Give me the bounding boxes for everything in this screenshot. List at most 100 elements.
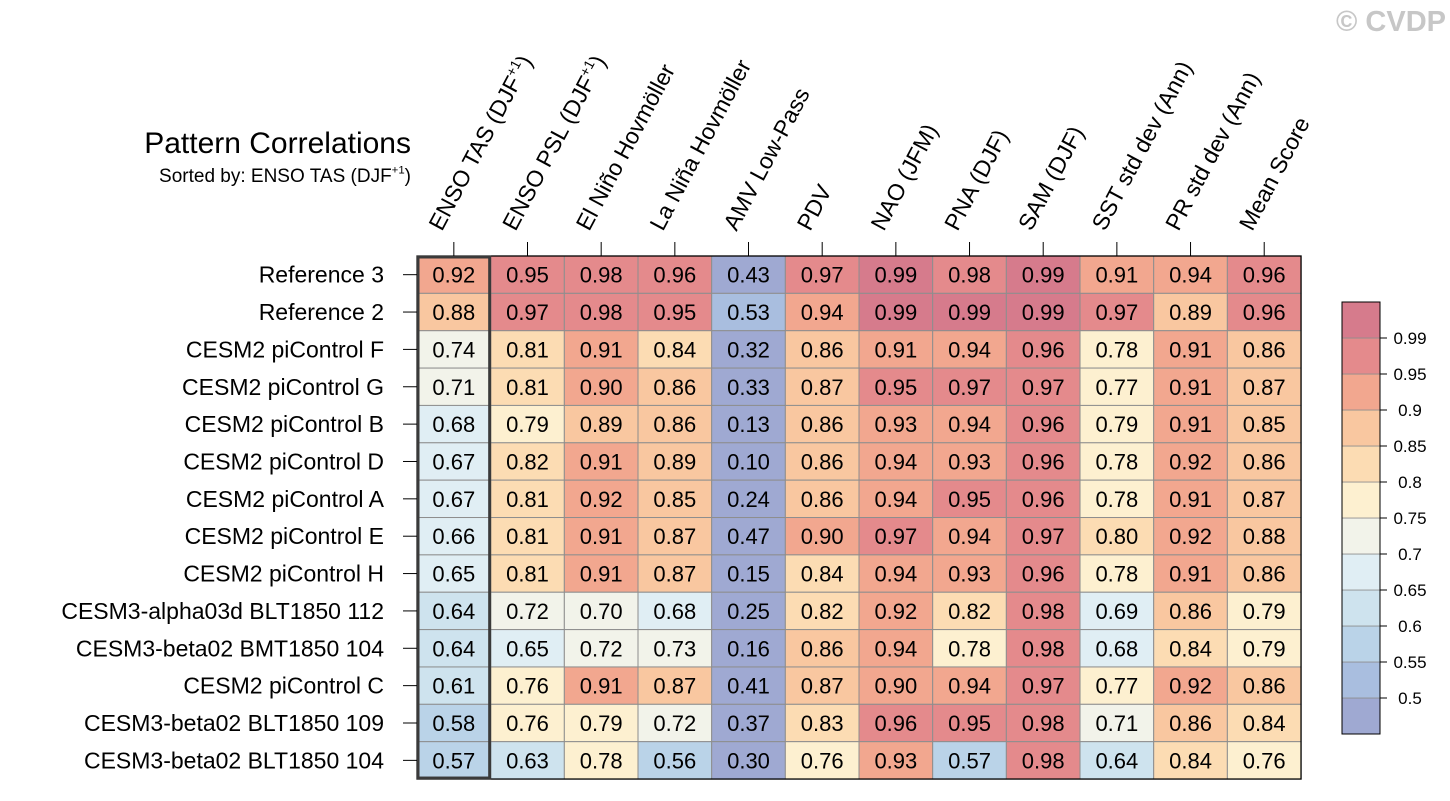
cell-value: 0.95 [948, 711, 991, 736]
cell-value: 0.71 [432, 375, 475, 400]
cell-value: 0.69 [1095, 599, 1138, 624]
cell-value: 0.97 [874, 524, 917, 549]
cell-value: 0.86 [1169, 711, 1212, 736]
cell-value: 0.96 [874, 711, 917, 736]
cell-value: 0.16 [727, 636, 770, 661]
cell-value: 0.91 [580, 562, 623, 587]
heatmap-cell [1153, 479, 1228, 519]
heatmap-cell [1005, 517, 1081, 556]
heatmap-cell [637, 442, 713, 481]
cell-value: 0.97 [801, 263, 844, 288]
cell-value: 0.65 [432, 562, 475, 587]
heatmap-cell [858, 741, 934, 780]
cell-value: 0.58 [432, 711, 475, 736]
heatmap-cell [490, 629, 565, 668]
colorbar-tick-label: 0.99 [1393, 329, 1426, 348]
heatmap-cell [1226, 517, 1302, 556]
cell-value: 0.78 [1095, 337, 1138, 362]
heatmap-cell [784, 591, 860, 631]
heatmap-cell [784, 741, 860, 780]
cell-value: 0.77 [1095, 674, 1138, 699]
heatmap-cell [416, 666, 492, 705]
cell-value: 0.78 [580, 748, 623, 773]
heatmap-cell [563, 629, 639, 668]
cell-value: 0.80 [1095, 524, 1138, 549]
heatmap-cell [637, 629, 713, 668]
cell-value: 0.47 [727, 524, 770, 549]
heatmap-cell [1153, 404, 1228, 444]
heatmap-cell [637, 591, 713, 631]
heatmap-cell [1153, 666, 1228, 705]
cell-value: 0.81 [506, 562, 549, 587]
cell-value: 0.98 [1022, 711, 1065, 736]
colorbar-tick-label: 0.9 [1398, 401, 1422, 420]
heatmap-cell [637, 703, 713, 743]
column-label-text: SAM (DJF) [1013, 122, 1089, 235]
row-label: CESM3-beta02 BMT1850 104 [76, 635, 384, 661]
heatmap-cell [1226, 367, 1302, 406]
cell-value: 0.86 [1243, 562, 1286, 587]
cell-value: 0.92 [1169, 449, 1212, 474]
cell-value: 0.78 [1095, 487, 1138, 512]
heatmap-cell [858, 554, 934, 593]
cell-value: 0.95 [506, 263, 549, 288]
colorbar-tick-label: 0.5 [1398, 689, 1422, 708]
row-label: CESM2 piControl D [183, 448, 384, 474]
cell-value: 0.66 [432, 524, 475, 549]
cell-value: 0.96 [653, 263, 696, 288]
heatmap-cell [563, 479, 639, 519]
heatmap-cell [563, 741, 639, 780]
cell-value: 0.78 [948, 636, 991, 661]
heatmap-cell [784, 517, 860, 556]
colorbar-swatch [1341, 697, 1381, 735]
colorbar-swatch [1341, 409, 1381, 447]
heatmap-cell [563, 367, 639, 406]
cell-value: 0.76 [506, 674, 549, 699]
heatmap-cell [1005, 404, 1081, 444]
heatmap-cell [1153, 591, 1228, 631]
row-label: CESM2 piControl G [182, 374, 384, 400]
cell-value: 0.81 [506, 524, 549, 549]
cell-value: 0.86 [1169, 599, 1212, 624]
heatmap-cell [1005, 591, 1081, 631]
cell-value: 0.88 [432, 300, 475, 325]
cell-value: 0.91 [874, 337, 917, 362]
heatmap-cell [1005, 330, 1081, 369]
watermark: © CVDP [1336, 6, 1446, 38]
cell-value: 0.86 [801, 337, 844, 362]
heatmap-cell [1226, 629, 1302, 668]
heatmap-cell [858, 517, 934, 556]
cell-value: 0.74 [432, 337, 475, 362]
cell-value: 0.98 [1022, 748, 1065, 773]
cell-value: 0.79 [506, 412, 549, 437]
row-label: CESM2 piControl A [186, 486, 385, 512]
chart-title: Pattern Correlations [144, 127, 411, 160]
cell-value: 0.76 [506, 711, 549, 736]
cell-value: 0.87 [1243, 375, 1286, 400]
cell-value: 0.86 [1243, 337, 1286, 362]
cell-value: 0.33 [727, 375, 770, 400]
cell-value: 0.94 [801, 300, 844, 325]
heatmap-cell [490, 404, 565, 444]
cell-value: 0.64 [1095, 748, 1138, 773]
column-label-superscript: +1 [502, 57, 524, 79]
cell-value: 0.96 [1022, 412, 1065, 437]
heatmap-cell [784, 554, 860, 593]
colorbar-tick-label: 0.8 [1398, 473, 1422, 492]
colorbar-tick-label: 0.6 [1398, 617, 1422, 636]
heatmap-cell [637, 404, 713, 444]
cell-value: 0.94 [874, 636, 917, 661]
heatmap-cell [1153, 292, 1228, 332]
cell-value: 0.86 [653, 412, 696, 437]
heatmap-cell [490, 703, 565, 743]
cell-value: 0.98 [1022, 636, 1065, 661]
cell-value: 0.84 [1243, 711, 1286, 736]
cell-value: 0.70 [580, 599, 623, 624]
cell-value: 0.98 [948, 263, 991, 288]
cell-value: 0.32 [727, 337, 770, 362]
cell-value: 0.94 [948, 337, 991, 362]
cell-value: 0.68 [1095, 636, 1138, 661]
heatmap-cell [1079, 330, 1155, 369]
heatmap-cell [1005, 703, 1081, 743]
cell-value: 0.91 [1169, 487, 1212, 512]
